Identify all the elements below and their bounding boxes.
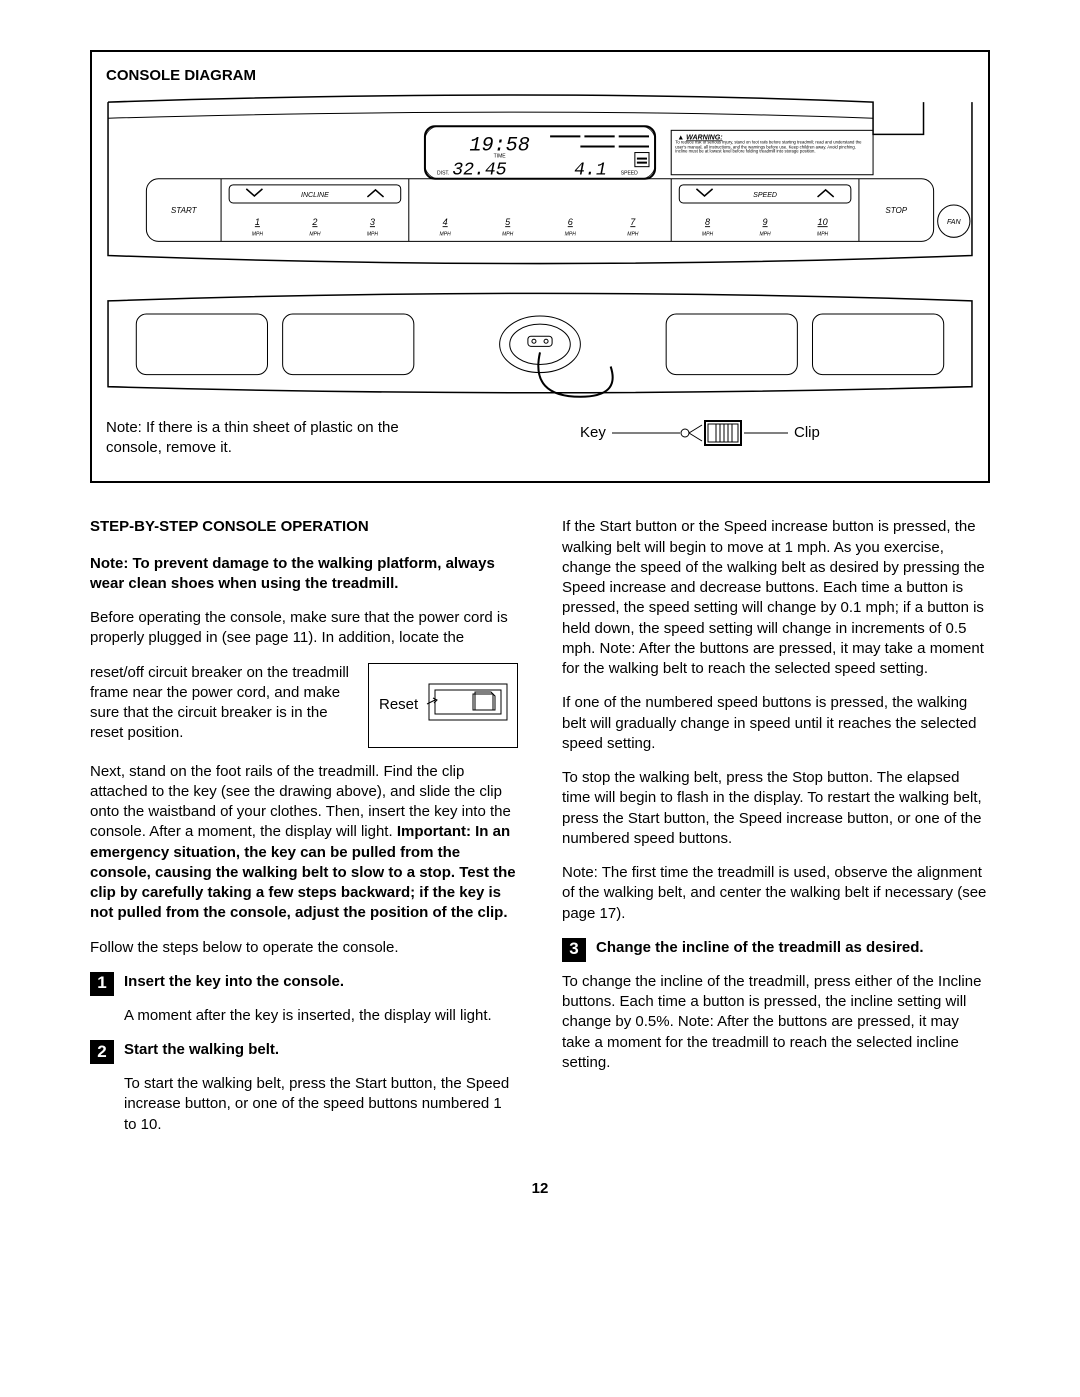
page-number: 12 bbox=[90, 1179, 990, 1199]
plastic-note: Note: If there is a thin sheet of plasti… bbox=[106, 418, 406, 459]
svg-text:MPH: MPH bbox=[565, 232, 577, 238]
step-3-body: To change the incline of the treadmill, … bbox=[562, 972, 990, 1073]
incline-label: INCLINE bbox=[301, 192, 329, 199]
step-3-row: 3 Change the incline of the treadmill as… bbox=[562, 938, 990, 962]
step-by-step-heading: STEP-BY-STEP CONSOLE OPERATION bbox=[90, 517, 518, 537]
console-diagram-box: CONSOLE DIAGRAM START INCLINE 1 MPH 2 MP… bbox=[90, 50, 990, 483]
warning-body: To reduce risk of serious injury, stand … bbox=[675, 141, 869, 155]
svg-text:MPH: MPH bbox=[367, 232, 379, 238]
right-p3: To stop the walking belt, press the Stop… bbox=[562, 768, 990, 849]
incline-down-icon[interactable] bbox=[246, 189, 262, 196]
step-1-row: 1 Insert the key into the console. bbox=[90, 972, 518, 996]
follow-steps: Follow the steps below to operate the co… bbox=[90, 938, 518, 958]
svg-text:MPH: MPH bbox=[759, 232, 771, 238]
step-1-number: 1 bbox=[90, 972, 114, 996]
speed-1-button[interactable]: 1 bbox=[255, 217, 260, 227]
speed-up-icon[interactable] bbox=[818, 190, 834, 197]
console-svg: START INCLINE 1 MPH 2 MPH 3 MPH 19:58 TI… bbox=[106, 94, 974, 407]
svg-text:MPH: MPH bbox=[627, 232, 639, 238]
key-clip-svg: Key Clip bbox=[560, 415, 840, 455]
right-column: If the Start button or the Speed increas… bbox=[562, 517, 990, 1149]
reset-text: reset/off circuit breaker on the treadmi… bbox=[90, 663, 352, 748]
right-p2: If one of the numbered speed buttons is … bbox=[562, 693, 990, 754]
svg-text:MPH: MPH bbox=[309, 232, 321, 238]
svg-text:MPH: MPH bbox=[817, 232, 829, 238]
incline-up-icon[interactable] bbox=[367, 190, 383, 197]
right-p1: If the Start button or the Speed increas… bbox=[562, 517, 990, 679]
speed-8-button[interactable]: 8 bbox=[705, 217, 710, 227]
speed-5-button[interactable]: 5 bbox=[505, 217, 511, 227]
svg-text:DIST.: DIST. bbox=[437, 171, 449, 177]
display-dist: 32.45 bbox=[452, 161, 507, 181]
svg-text:TIME: TIME bbox=[494, 154, 507, 160]
step-2-row: 2 Start the walking belt. bbox=[90, 1040, 518, 1064]
step-1-title: Insert the key into the console. bbox=[124, 972, 344, 996]
step-2-body: To start the walking belt, press the Sta… bbox=[124, 1074, 518, 1135]
speed-2-button[interactable]: 2 bbox=[311, 217, 317, 227]
clip-label: Clip bbox=[794, 424, 820, 441]
speed-7-button[interactable]: 7 bbox=[630, 217, 636, 227]
reset-label: Reset bbox=[379, 695, 418, 715]
body-columns: STEP-BY-STEP CONSOLE OPERATION Note: To … bbox=[90, 517, 990, 1149]
speed-down-icon[interactable] bbox=[696, 189, 712, 196]
display-speed: 4.1 bbox=[574, 161, 607, 181]
speed-3-button[interactable]: 3 bbox=[370, 217, 375, 227]
right-p4: Note: The first time the treadmill is us… bbox=[562, 863, 990, 924]
speed-6-button[interactable]: 6 bbox=[568, 217, 574, 227]
svg-text:SPEED: SPEED bbox=[621, 171, 638, 177]
start-button[interactable]: START bbox=[171, 206, 198, 215]
step-2-number: 2 bbox=[90, 1040, 114, 1064]
fan-button[interactable]: FAN bbox=[947, 219, 961, 226]
svg-text:MPH: MPH bbox=[502, 232, 514, 238]
svg-text:MPH: MPH bbox=[440, 232, 452, 238]
left-column: STEP-BY-STEP CONSOLE OPERATION Note: To … bbox=[90, 517, 518, 1149]
speed-9-button[interactable]: 9 bbox=[763, 217, 768, 227]
step-2-title: Start the walking belt. bbox=[124, 1040, 279, 1064]
speed-label: SPEED bbox=[753, 192, 777, 199]
stop-button[interactable]: STOP bbox=[885, 206, 907, 215]
step-1-body: A moment after the key is inserted, the … bbox=[124, 1006, 518, 1026]
speed-10-button[interactable]: 10 bbox=[818, 217, 828, 227]
reset-figure: Reset bbox=[368, 663, 518, 748]
key-insert-paragraph: Next, stand on the foot rails of the tre… bbox=[90, 762, 518, 924]
power-cord-text: Before operating the console, make sure … bbox=[90, 608, 518, 649]
console-diagram-title: CONSOLE DIAGRAM bbox=[106, 66, 974, 86]
svg-text:MPH: MPH bbox=[702, 232, 714, 238]
step-3-number: 3 bbox=[562, 938, 586, 962]
key-label: Key bbox=[580, 424, 606, 441]
step-3-title: Change the incline of the treadmill as d… bbox=[596, 938, 924, 962]
speed-4-button[interactable]: 4 bbox=[443, 217, 448, 227]
svg-text:MPH: MPH bbox=[252, 232, 264, 238]
shoe-warning: Note: To prevent damage to the walking p… bbox=[90, 554, 518, 595]
